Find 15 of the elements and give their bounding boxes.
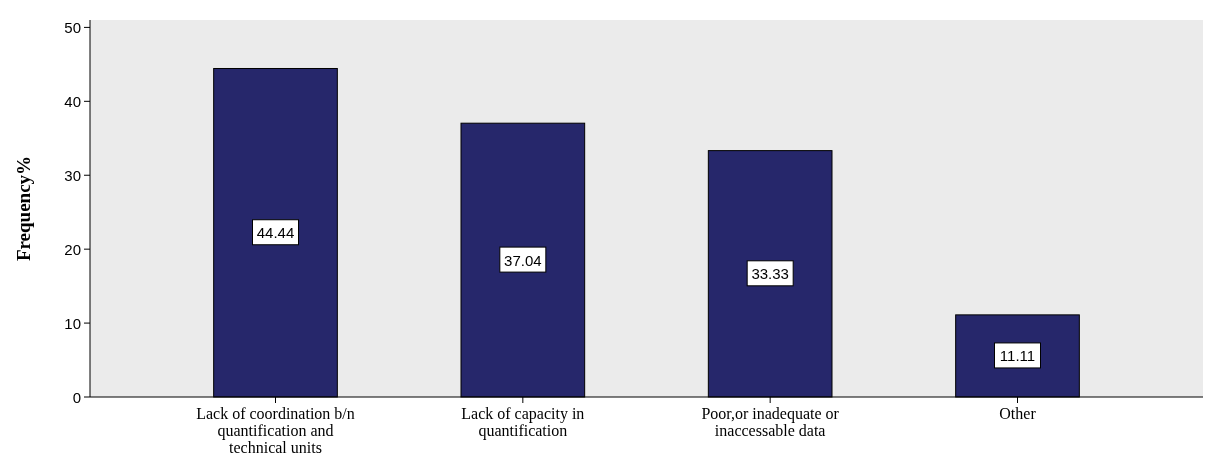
y-tick-label: 10 (64, 314, 81, 332)
x-tick-label: Lack of coordination b/n quantification and technical units (196, 405, 355, 456)
data-label: 44.44 (256, 224, 295, 242)
y-tick-label: 30 (64, 166, 81, 184)
y-tick-label: 50 (64, 18, 81, 36)
y-tick-label: 40 (64, 92, 81, 110)
x-tick-label: Lack of capacity in quantification (461, 405, 585, 440)
x-tick-label: Poor,or inadequate or inaccessable data (701, 405, 840, 439)
data-label: 37.04 (504, 251, 542, 269)
x-tick-label: Other (999, 405, 1037, 422)
data-label: 11.11 (999, 347, 1036, 365)
y-axis-title: Frequency% (13, 155, 34, 262)
data-label: 33.33 (751, 265, 789, 283)
y-tick-label: 0 (72, 388, 81, 406)
y-tick-label: 20 (64, 240, 81, 258)
